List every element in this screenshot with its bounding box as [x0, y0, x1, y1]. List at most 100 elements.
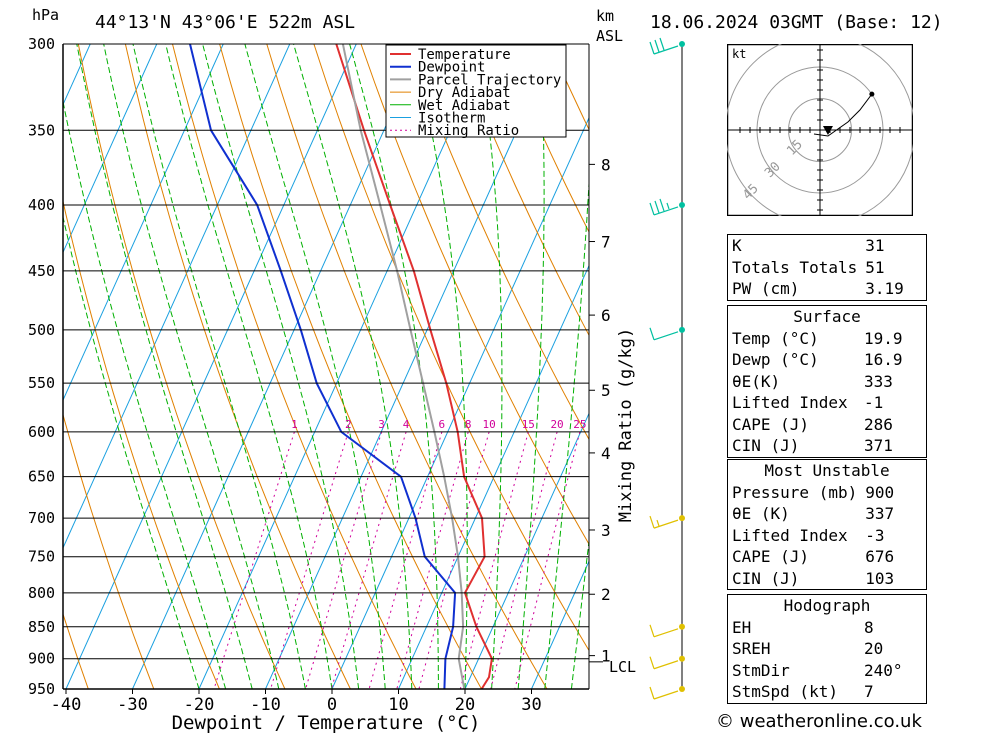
index-row: Totals Totals 51	[728, 257, 927, 279]
mixing-ratio-label: 3	[378, 418, 385, 431]
wind-barb	[649, 515, 679, 529]
index-value: 333	[864, 371, 893, 391]
wet-adiabat-line	[349, 44, 439, 689]
copyright-footer: © weatheronline.co.uk	[716, 711, 922, 732]
mixing-ratio-label: 25	[573, 418, 586, 431]
dry-adiabat-line	[407, 44, 589, 441]
index-row: EH 8	[728, 617, 927, 639]
index-row: Pressure (mb) 900	[728, 482, 927, 504]
wind-barb-feather	[649, 327, 655, 341]
mixing-ratio-line	[514, 431, 581, 689]
dry-adiabat-line	[0, 44, 23, 689]
section-title-row: Hodograph	[728, 595, 927, 617]
index-value: -1	[864, 393, 884, 413]
wet-adiabat-line	[63, 98, 227, 689]
height-tick-label: 2	[601, 585, 611, 604]
wet-adiabat-line	[476, 44, 503, 689]
index-label: CAPE (J)	[732, 414, 810, 434]
wind-barb-staff	[653, 331, 679, 341]
dry-adiabat-line	[360, 44, 589, 546]
wet-adiabat-line	[570, 536, 589, 689]
wet-adiabat-line	[411, 44, 468, 689]
temperature-tick-label: 20	[455, 695, 475, 715]
mixing-ratio-line	[418, 431, 490, 689]
section-title: Surface	[793, 307, 861, 327]
isotherm-line	[63, 44, 291, 550]
dry-adiabat-line	[219, 44, 482, 689]
wet-adiabat-line	[202, 44, 360, 689]
index-row: Temp (°C) 19.9	[728, 328, 927, 350]
isotherm-line	[63, 44, 158, 254]
dry-adiabat-line	[266, 44, 548, 689]
index-value: 286	[864, 414, 893, 434]
hodograph-end-dot	[869, 91, 875, 97]
index-row: StmSpd (kt) 7	[728, 681, 927, 703]
legend-box	[385, 44, 567, 138]
legend-label: Temperature	[418, 47, 511, 63]
pressure-tick-label: 900	[28, 650, 55, 668]
height-unit-line1: km	[596, 7, 615, 25]
wind-barb-feather	[649, 202, 655, 216]
wind-barb-dot	[679, 326, 685, 333]
hodograph-indices-table: Hodograph EH 8 SREH 20 StmDir 240° StmSpd (kt) 7	[727, 594, 927, 704]
wind-barb-staff	[653, 206, 679, 216]
index-value: 676	[865, 547, 895, 567]
mixing-ratio-line	[459, 431, 529, 689]
index-value: 337	[865, 504, 895, 524]
temperature-tick-label: 0	[327, 695, 337, 715]
pressure-tick-label: 450	[28, 262, 55, 280]
isotherm-line	[0, 44, 24, 689]
index-label: Totals Totals	[732, 257, 858, 277]
mixing-ratio-line	[490, 431, 558, 689]
index-label: EH	[732, 617, 752, 637]
wind-barb-dot	[679, 201, 685, 208]
index-label: Temp (°C)	[732, 328, 819, 348]
wet-adiabat-line	[165, 44, 333, 689]
index-row: PW (cm) 3.19	[728, 278, 927, 300]
height-unit-label: km ASL	[596, 6, 623, 46]
index-value: 20	[864, 639, 884, 659]
wind-barb-staff	[653, 519, 679, 529]
height-tick-label: 3	[601, 521, 611, 540]
mixing-ratio-label: 1	[291, 418, 298, 431]
temperature-tick-label: 10	[388, 695, 408, 715]
wind-barb-dot	[679, 515, 685, 522]
wind-barb-feather	[649, 515, 655, 529]
mixing-ratio-label: 8	[465, 418, 472, 431]
index-label: CAPE (J)	[732, 547, 810, 567]
dry-adiabat-line	[454, 44, 589, 337]
legend-label: Mixing Ratio	[418, 123, 519, 139]
lcl-label: LCL	[609, 658, 636, 676]
dry-adiabat-line	[63, 199, 220, 689]
index-row: Lifted Index -3	[728, 525, 927, 547]
dry-adiabat-line	[501, 44, 589, 234]
mixing-ratio-line	[213, 431, 295, 689]
index-label: θE (K)	[732, 504, 790, 524]
index-label: PW (cm)	[732, 279, 800, 299]
index-value: 51	[865, 257, 885, 277]
pressure-tick-label: 700	[28, 509, 55, 527]
index-label: Pressure (mb)	[732, 482, 858, 502]
pressure-tick-label: 800	[28, 584, 55, 602]
index-row: K 31	[728, 235, 927, 257]
index-row: Lifted Index -1	[728, 392, 927, 414]
parcel-trajectory	[341, 44, 466, 689]
wind-barb-feather	[649, 656, 655, 669]
index-value: 31	[865, 236, 885, 256]
wind-barb-feather	[649, 624, 655, 637]
dry-adiabat-line	[172, 44, 417, 689]
index-row: StmDir 240°	[728, 660, 927, 682]
section-title-row: Most Unstable	[728, 460, 927, 482]
index-label: Lifted Index	[732, 393, 848, 413]
index-value: 19.9	[864, 328, 903, 348]
index-label: CIN (J)	[732, 436, 800, 456]
wet-adiabat-line	[517, 44, 545, 689]
pressure-tick-label: 850	[28, 618, 55, 636]
pressure-tick-label: 400	[28, 196, 55, 214]
index-label: Lifted Index	[732, 525, 848, 545]
wind-barb	[649, 37, 679, 55]
plot-area	[0, 44, 589, 689]
pressure-tick-label: 300	[28, 35, 55, 53]
isotherm-line	[331, 116, 589, 689]
